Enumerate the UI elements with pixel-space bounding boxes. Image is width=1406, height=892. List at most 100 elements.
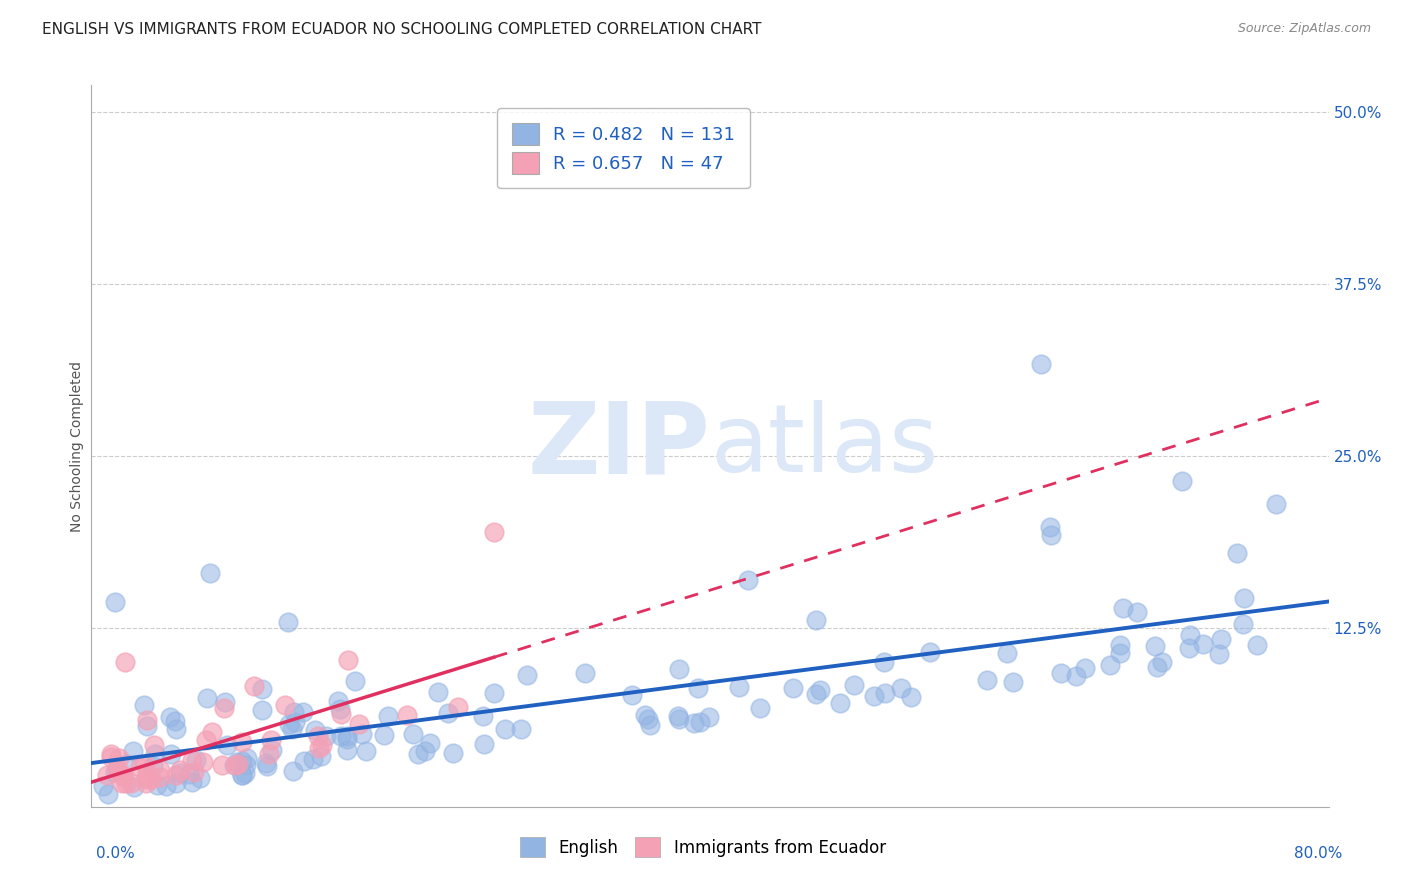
Point [165, 776, 187, 790]
Point [135, 713, 157, 727]
Point [277, 615, 299, 629]
Point [890, 681, 912, 695]
Point [135, 772, 157, 786]
Text: ZIP: ZIP [527, 398, 710, 494]
Point [1150, 655, 1173, 669]
Point [482, 524, 505, 539]
Point [181, 753, 204, 767]
Point [441, 746, 464, 760]
Point [191, 755, 214, 769]
Point [214, 700, 236, 714]
Point [437, 706, 460, 721]
Point [484, 686, 506, 700]
Point [419, 736, 441, 750]
Point [195, 691, 218, 706]
Point [304, 723, 326, 737]
Legend: English, Immigrants from Ecuador: English, Immigrants from Ecuador [513, 830, 893, 864]
Point [336, 732, 359, 747]
Point [134, 698, 156, 712]
Point [283, 705, 305, 719]
Point [637, 712, 659, 726]
Point [236, 751, 259, 765]
Point [377, 709, 399, 723]
Point [177, 767, 200, 781]
Point [1109, 646, 1132, 660]
Point [165, 767, 187, 781]
Point [225, 755, 247, 769]
Point [516, 668, 538, 682]
Point [1178, 641, 1201, 656]
Point [139, 772, 162, 786]
Point [307, 729, 329, 743]
Point [995, 646, 1018, 660]
Point [149, 770, 172, 784]
Point [1246, 638, 1268, 652]
Point [510, 722, 533, 736]
Point [104, 764, 127, 779]
Point [309, 749, 332, 764]
Point [804, 687, 827, 701]
Text: 80.0%: 80.0% [1295, 847, 1343, 861]
Point [395, 707, 418, 722]
Point [1143, 639, 1166, 653]
Point [215, 738, 238, 752]
Point [472, 737, 495, 751]
Point [1074, 661, 1097, 675]
Point [373, 728, 395, 742]
Point [828, 696, 851, 710]
Point [683, 715, 706, 730]
Point [402, 726, 425, 740]
Point [336, 729, 359, 743]
Point [108, 751, 131, 765]
Point [250, 703, 273, 717]
Point [250, 681, 273, 696]
Point [1099, 658, 1122, 673]
Point [782, 681, 804, 695]
Point [413, 744, 436, 758]
Point [112, 768, 135, 782]
Point [808, 682, 831, 697]
Text: atlas: atlas [710, 400, 938, 492]
Point [1112, 601, 1135, 615]
Point [863, 689, 886, 703]
Point [135, 775, 157, 789]
Point [1226, 546, 1249, 560]
Legend: R = 0.482   N = 131, R = 0.657   N = 47: R = 0.482 N = 131, R = 0.657 N = 47 [498, 108, 749, 188]
Point [1126, 605, 1149, 619]
Point [668, 712, 690, 726]
Point [107, 764, 129, 779]
Point [231, 768, 253, 782]
Point [235, 758, 257, 772]
Point [727, 680, 749, 694]
Point [184, 753, 207, 767]
Point [120, 776, 142, 790]
Point [142, 759, 165, 773]
Point [343, 674, 366, 689]
Point [260, 743, 283, 757]
Point [292, 754, 315, 768]
Point [354, 744, 377, 758]
Point [122, 780, 145, 794]
Point [231, 735, 253, 749]
Point [165, 722, 187, 736]
Point [105, 761, 128, 775]
Point [842, 678, 865, 692]
Point [1265, 498, 1288, 512]
Point [337, 653, 360, 667]
Point [143, 738, 166, 752]
Point [347, 716, 370, 731]
Point [211, 758, 233, 772]
Point [326, 694, 349, 708]
Point [201, 725, 224, 739]
Point [308, 741, 330, 756]
Point [1232, 616, 1254, 631]
Point [1180, 627, 1202, 641]
Point [224, 757, 246, 772]
Y-axis label: No Schooling Completed: No Schooling Completed [70, 360, 84, 532]
Point [873, 686, 896, 700]
Point [183, 765, 205, 780]
Point [91, 779, 114, 793]
Point [302, 752, 325, 766]
Text: ENGLISH VS IMMIGRANTS FROM ECUADOR NO SCHOOLING COMPLETED CORRELATION CHART: ENGLISH VS IMMIGRANTS FROM ECUADOR NO SC… [42, 22, 762, 37]
Text: Source: ZipAtlas.com: Source: ZipAtlas.com [1237, 22, 1371, 36]
